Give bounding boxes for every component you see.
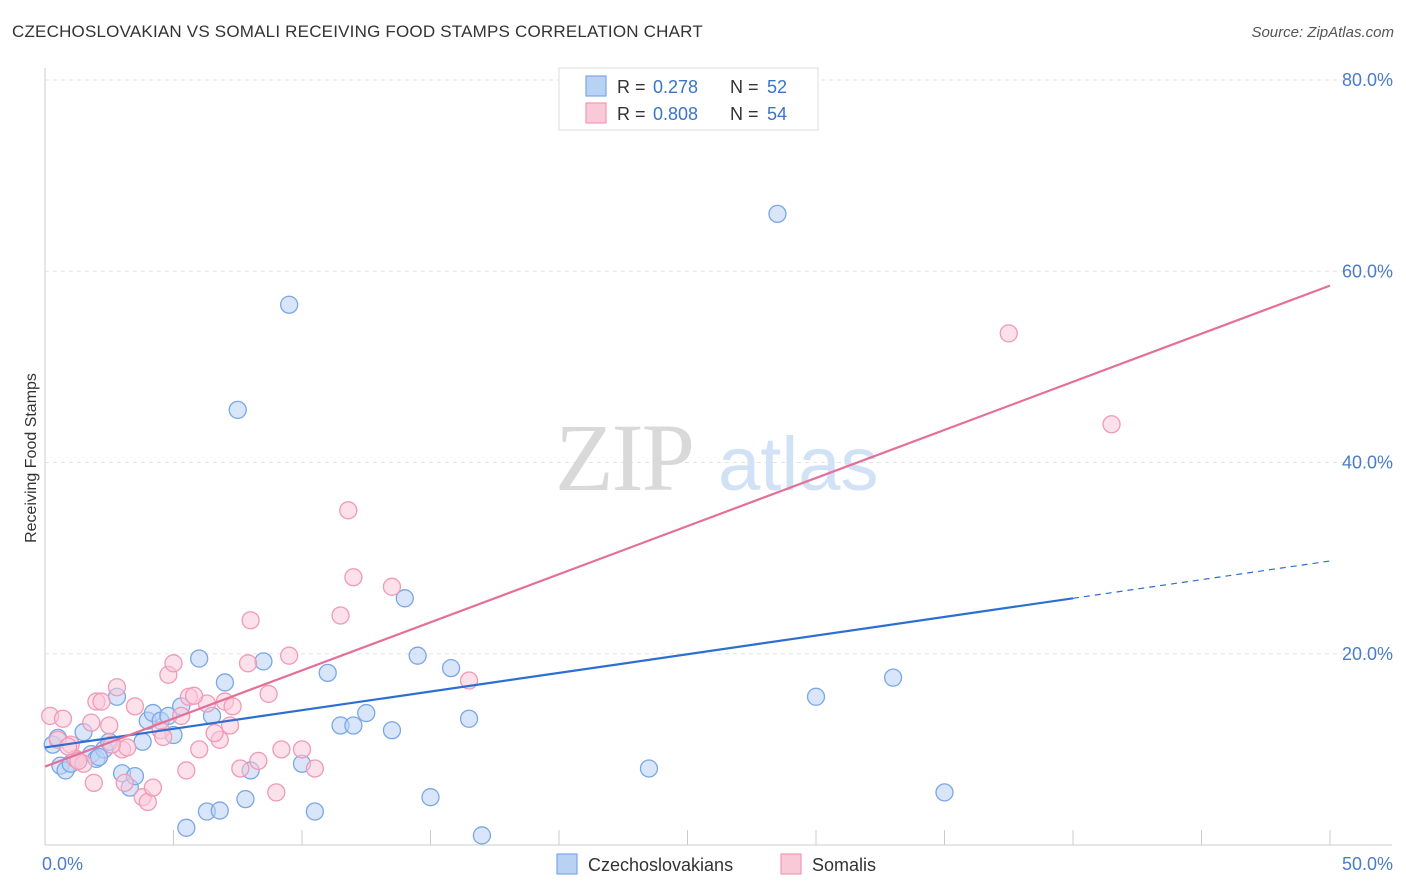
- point-czechoslovakians-25: [228, 400, 247, 420]
- series-czechoslovakians-points: [43, 204, 954, 845]
- series-somalis-points: [40, 324, 1121, 812]
- y-tick-labels: 20.0% 40.0% 60.0% 80.0%: [1342, 70, 1393, 664]
- point-somalis-27: [231, 759, 250, 778]
- point-somalis-34: [292, 740, 312, 759]
- point-somalis-53: [177, 761, 196, 780]
- point-somalis-35: [305, 759, 325, 778]
- point-somalis-19: [164, 654, 183, 673]
- stats-legend-swatch-czechoslovakians: [585, 75, 607, 97]
- point-czechoslovakians-35: [382, 721, 402, 740]
- point-somalis-42: [184, 686, 204, 705]
- point-czechoslovakians-31: [318, 663, 337, 683]
- point-czechoslovakians-51: [89, 747, 109, 767]
- stats-legend-n-label-2: N =: [730, 104, 759, 124]
- point-somalis-26: [223, 697, 242, 716]
- point-somalis-22: [190, 740, 209, 759]
- point-czechoslovakians-48: [806, 687, 826, 706]
- point-czechoslovakians-30: [305, 802, 325, 821]
- grid-lines: [45, 79, 1392, 655]
- y-tick-label-3: 80.0%: [1342, 70, 1393, 90]
- point-somalis-33: [279, 646, 299, 665]
- point-czechoslovakians-33: [344, 716, 363, 735]
- point-somalis-46: [205, 723, 224, 743]
- point-czechoslovakians-22: [190, 649, 209, 668]
- point-somalis-52: [58, 737, 78, 756]
- point-czechoslovakians-49: [883, 668, 903, 687]
- point-czechoslovakians-24: [215, 673, 235, 692]
- point-somalis-2: [53, 709, 73, 728]
- point-czechoslovakians-45: [236, 789, 255, 809]
- y-axis-label: Receiving Food Stamps: [23, 373, 40, 543]
- point-somalis-40: [115, 773, 134, 792]
- y-tick-label-1: 40.0%: [1342, 453, 1393, 473]
- point-czechoslovakians-39: [441, 658, 461, 678]
- stats-legend-r-value-2: 0.808: [653, 104, 698, 124]
- point-somalis-13: [125, 697, 145, 716]
- point-czechoslovakians-42: [177, 818, 196, 837]
- trend-lines: [44, 284, 1331, 768]
- point-somalis-45: [84, 773, 103, 792]
- stats-legend-n-label-1: N =: [730, 77, 759, 97]
- point-czechoslovakians-34: [357, 703, 376, 723]
- point-somalis-50: [999, 324, 1018, 343]
- point-somalis-29: [241, 611, 260, 630]
- trend-line-czechoslovakians: [44, 597, 1074, 749]
- point-somalis-31: [259, 684, 278, 704]
- point-czechoslovakians-36: [395, 589, 414, 608]
- point-czechoslovakians-28: [279, 295, 299, 314]
- source-label: Source: ZipAtlas.com: [1251, 24, 1394, 41]
- series-legend-label-somalis: Somalis: [812, 855, 876, 875]
- series-legend-swatch-somalis: [780, 853, 802, 875]
- point-somalis-36: [331, 606, 350, 625]
- point-somalis-30: [249, 751, 268, 770]
- point-czechoslovakians-50: [935, 783, 954, 802]
- point-somalis-32: [272, 740, 291, 759]
- point-somalis-6: [82, 713, 101, 732]
- stats-legend: R = 0.278 N = 52 R = 0.808 N = 54: [558, 67, 819, 131]
- point-somalis-51: [1102, 415, 1121, 434]
- stats-legend-r-label-2: R =: [617, 104, 646, 124]
- point-somalis-10: [107, 678, 127, 697]
- point-somalis-39: [382, 577, 402, 596]
- series-legend: Czechoslovakians Somalis: [556, 853, 876, 875]
- point-czechoslovakians-38: [421, 788, 440, 807]
- point-czechoslovakians-15: [133, 732, 152, 751]
- point-somalis-28: [238, 654, 258, 673]
- y-tick-label-0: 20.0%: [1342, 644, 1393, 664]
- point-somalis-41: [154, 727, 173, 747]
- stats-legend-n-value-2: 54: [767, 104, 787, 124]
- point-somalis-9: [100, 716, 119, 735]
- stats-legend-r-label-1: R =: [617, 77, 646, 97]
- point-czechoslovakians-37: [408, 646, 427, 665]
- chart-title: CZECHOSLOVAKIAN VS SOMALI RECEIVING FOOD…: [12, 22, 703, 41]
- point-czechoslovakians-40: [459, 709, 479, 728]
- point-somalis-8: [92, 692, 111, 711]
- x-tick-label-1: 50.0%: [1342, 854, 1393, 874]
- trend-line-czechoslovakians-extension: [1072, 560, 1331, 599]
- stats-legend-n-value-1: 52: [767, 77, 787, 97]
- point-czechoslovakians-41: [472, 826, 492, 845]
- point-somalis-12: [118, 738, 137, 757]
- series-legend-label-czechoslovakians: Czechoslovakians: [588, 855, 733, 875]
- trend-line-somalis: [44, 284, 1331, 768]
- x-tick-labels: 0.0% 50.0%: [42, 854, 1393, 874]
- point-somalis-16: [143, 778, 163, 797]
- point-czechoslovakians-46: [639, 759, 659, 778]
- point-czechoslovakians-44: [210, 801, 229, 820]
- point-somalis-37: [339, 501, 358, 520]
- point-somalis-38: [344, 568, 363, 587]
- point-somalis-48: [267, 783, 286, 802]
- stats-legend-swatch-somalis: [585, 102, 607, 124]
- watermark-zip: ZIP: [555, 404, 693, 511]
- x-tick-label-0: 0.0%: [42, 854, 83, 874]
- series-legend-swatch-czechoslovakians: [556, 853, 578, 875]
- y-tick-label-2: 60.0%: [1342, 261, 1393, 281]
- watermark: ZIP atlas: [555, 404, 879, 511]
- point-czechoslovakians-27: [254, 652, 273, 671]
- stats-legend-r-value-1: 0.278: [653, 77, 698, 97]
- point-czechoslovakians-47: [768, 204, 787, 224]
